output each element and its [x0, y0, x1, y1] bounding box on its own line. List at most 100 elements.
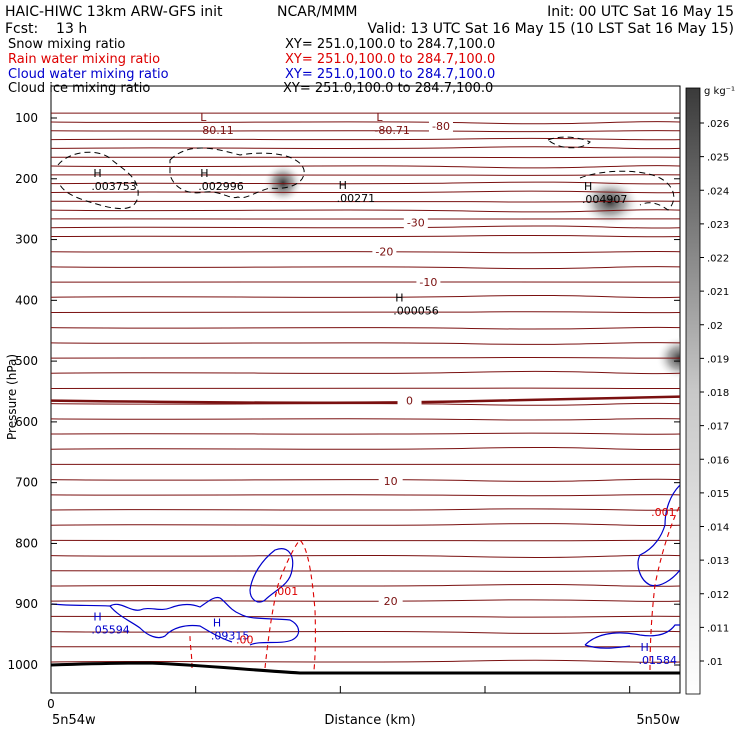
extremum-marker: H	[395, 291, 403, 304]
x-axis-zero-tick: 0	[47, 697, 55, 711]
zero-isotherm	[51, 397, 680, 403]
rain-contour	[190, 636, 192, 668]
colorbar	[686, 88, 700, 694]
temperature-isotherm	[51, 371, 680, 373]
extremum-marker: H	[213, 617, 221, 630]
temperature-isotherm	[51, 175, 680, 176]
extremum-value: .01584	[639, 654, 678, 667]
temperature-isotherm	[51, 131, 680, 132]
colorbar-tick-label: .018	[707, 388, 729, 399]
temperature-contour-label: 10	[384, 475, 398, 488]
colorbar-tick-label: .023	[707, 220, 729, 231]
temperature-contour-label: -10	[419, 276, 437, 289]
temperature-isotherm	[51, 312, 680, 313]
y-tick-label: 900	[15, 597, 38, 611]
field-label-snow: Snow mixing ratio	[8, 37, 125, 52]
temperature-isotherm	[51, 251, 680, 252]
temperature-contour-label: -80	[432, 120, 450, 133]
field-xy-cloud-ice: XY= 251.0,100.0 to 284.7,100.0	[283, 81, 493, 96]
extremum-marker: L	[376, 111, 383, 124]
temperature-contour-label: 20	[384, 595, 398, 608]
extremum-marker: H	[584, 180, 592, 193]
extremum-marker: H	[200, 167, 208, 180]
temperature-isotherm	[51, 327, 680, 329]
x-axis-label: Distance (km)	[324, 713, 415, 728]
colorbar-tick-label: .022	[707, 254, 729, 265]
temperature-isotherm	[51, 571, 680, 572]
rain-contour-label: .00	[236, 634, 254, 647]
cloud-water-contour	[585, 625, 680, 645]
y-tick-label: 1000	[7, 658, 38, 672]
y-axis-label: Pressure (hPa)	[5, 354, 19, 440]
temperature-isotherm	[51, 600, 680, 602]
y-tick-label: 200	[15, 172, 38, 186]
temperature-isotherm	[51, 357, 680, 358]
x-right-location: 5n50w	[636, 713, 680, 728]
temperature-isotherm	[51, 433, 680, 434]
temperature-isotherm	[51, 584, 680, 586]
temperature-isotherm	[51, 479, 680, 481]
colorbar-tick-label: .011	[707, 623, 729, 634]
extremum-marker: H	[93, 167, 101, 180]
y-tick-label: 100	[15, 111, 38, 125]
temperature-contour-label: 0	[406, 395, 413, 408]
cloud-water-contour	[52, 597, 299, 645]
temperature-isotherm	[51, 267, 680, 269]
temperature-isotherm	[51, 235, 680, 236]
temperature-isotherm	[51, 226, 680, 228]
extremum-marker: H	[339, 179, 347, 192]
rain-contour	[650, 505, 680, 670]
temperature-contour-label: -20	[375, 246, 393, 259]
colorbar-tick-label: .019	[707, 354, 729, 365]
temperature-isotherm	[51, 495, 680, 496]
colorbar-tick-label: .015	[707, 489, 729, 500]
temperature-isotherm	[51, 343, 680, 345]
colorbar-tick-label: .016	[707, 455, 729, 466]
y-tick-label: 800	[15, 536, 38, 550]
extremum-value: -80.71	[374, 124, 409, 137]
field-label-rain: Rain water mixing ratio	[8, 52, 160, 67]
field-label-cloud-water: Cloud water mixing ratio	[8, 67, 169, 82]
temperature-isotherm	[51, 147, 680, 149]
temperature-isotherm	[51, 122, 680, 124]
temperature-isotherm	[51, 166, 680, 168]
colorbar-tick-label: .017	[707, 422, 729, 433]
rain-contour	[265, 540, 315, 670]
colorbar-tick-label: .01	[707, 657, 723, 668]
colorbar-tick-label: .013	[707, 556, 729, 567]
init-time: Init: 00 UTC Sat 16 May 15	[547, 4, 734, 20]
valid-time: Valid: 13 UTC Sat 16 May 15 (10 LST Sat …	[368, 21, 734, 37]
field-xy-cloud-water: XY= 251.0,100.0 to 284.7,100.0	[285, 67, 495, 82]
x-left-location: 5n54w	[52, 713, 96, 728]
colorbar-tick-label: .025	[707, 153, 729, 164]
temperature-isotherm	[51, 138, 680, 140]
extremum-marker: L	[200, 111, 207, 124]
field-xy-snow: XY= 251.0,100.0 to 284.7,100.0	[285, 37, 495, 52]
forecast-hour: Fcst: 13 h	[5, 21, 87, 37]
rain-contour-label: .001	[651, 506, 676, 519]
extremum-marker: H	[641, 641, 649, 654]
temperature-isotherm	[51, 419, 680, 421]
y-tick-label: 300	[15, 233, 38, 247]
temperature-isotherm	[51, 555, 680, 557]
plot-frame	[51, 86, 680, 693]
snow-shade-blob	[263, 163, 303, 203]
extremum-value: .05594	[91, 623, 130, 636]
temperature-contour-label: -30	[407, 217, 425, 230]
temperature-isotherm	[51, 524, 680, 526]
organization-label: NCAR/MMM	[277, 4, 358, 20]
extremum-value: -80.11	[198, 124, 233, 137]
extremum-marker: H	[93, 610, 101, 623]
temperature-isotherm	[51, 616, 680, 617]
colorbar-tick-label: .012	[707, 590, 729, 601]
colorbar-tick-label: .014	[707, 523, 729, 534]
model-title: HAIC-HIWC 13km ARW-GFS init	[5, 4, 223, 20]
extremum-value: .004907	[582, 193, 628, 206]
temperature-isotherm	[51, 447, 680, 449]
y-tick-label: 400	[15, 293, 38, 307]
extremum-value: .00271	[337, 192, 376, 205]
extremum-value: .000056	[393, 304, 439, 317]
field-xy-rain: XY= 251.0,100.0 to 284.7,100.0	[285, 52, 495, 67]
